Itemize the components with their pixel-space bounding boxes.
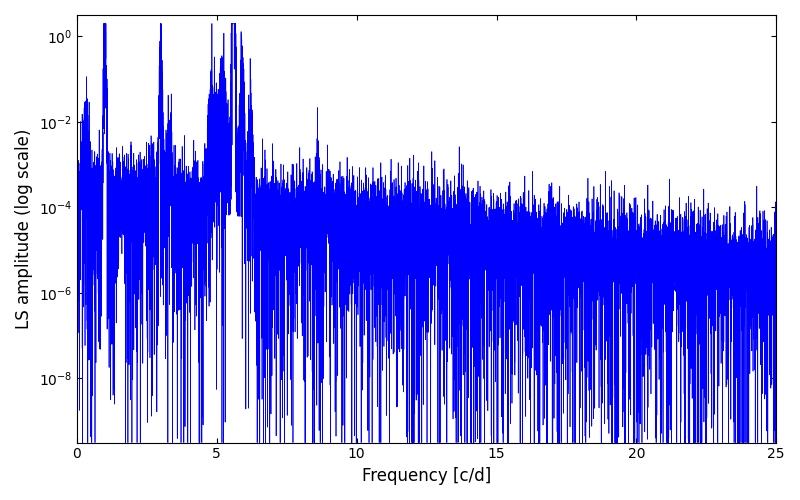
Y-axis label: LS amplitude (log scale): LS amplitude (log scale) (15, 128, 33, 329)
X-axis label: Frequency [c/d]: Frequency [c/d] (362, 467, 491, 485)
